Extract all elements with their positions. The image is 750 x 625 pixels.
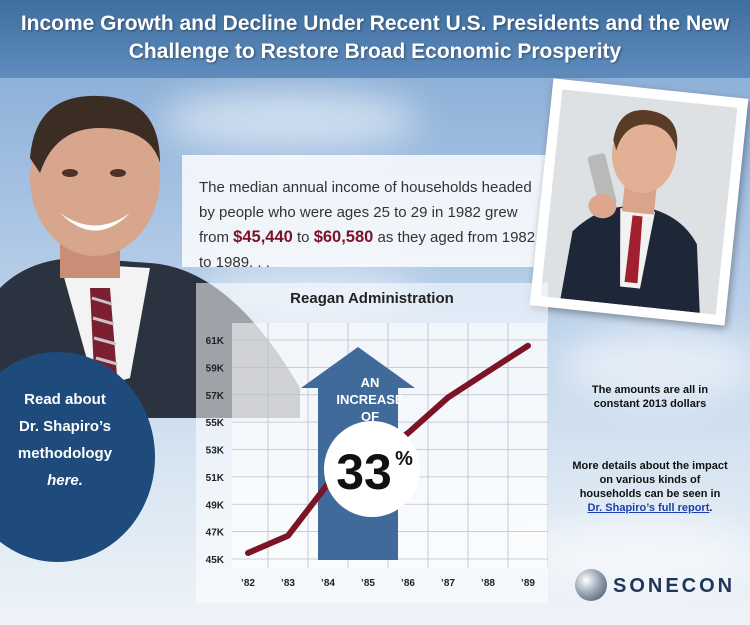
arrow-label: AN <box>361 375 380 390</box>
x-tick-label: ’88 <box>481 578 495 589</box>
intro-text: The median annual income of households h… <box>199 175 549 275</box>
data-point <box>445 394 451 400</box>
methodology-line: methodology <box>17 445 113 462</box>
x-tick-label: ’83 <box>281 578 295 589</box>
y-tick-label: 51K <box>206 473 225 484</box>
details-note: More details about the impact on various… <box>571 459 729 515</box>
intro-text-part: The median annual income of households h… <box>199 179 532 246</box>
methodology-callout: Read about Dr. Shapiro’s methodology her… <box>5 386 125 494</box>
methodology-circle <box>0 352 155 562</box>
y-tick-label: 49K <box>206 500 225 511</box>
x-tick-label: ’84 <box>321 578 335 589</box>
arrow-label: OF <box>361 409 379 424</box>
y-tick-label: 53K <box>206 446 225 457</box>
y-tick-label: 45K <box>206 555 225 566</box>
x-tick-label: ’82 <box>241 578 255 589</box>
x-tick-label: ’85 <box>361 578 375 589</box>
header-banner: Income Growth and Decline Under Recent U… <box>0 0 750 78</box>
x-tick-label: ’89 <box>521 578 535 589</box>
intro-text-part: as they aged from 1982 to 1989. . . <box>199 229 536 271</box>
percent-sign: % <box>395 448 413 470</box>
details-text: More details about the impact on various… <box>572 460 728 500</box>
data-point <box>485 368 491 374</box>
x-tick-label: ’87 <box>441 578 455 589</box>
constant-dollars-note: The amounts are all in constant 2013 dol… <box>591 384 709 410</box>
man-with-phone-illustration <box>540 89 738 315</box>
end-amount: $60,580 <box>313 228 374 246</box>
intro-text-part: to <box>292 229 314 246</box>
intro-box: The median annual income of households h… <box>182 155 557 271</box>
y-tick-label: 61K <box>206 336 225 347</box>
data-point <box>405 430 411 436</box>
methodology-link[interactable]: here. <box>47 472 83 489</box>
x-tick-label: ’86 <box>401 578 415 589</box>
y-tick-label: 59K <box>206 363 225 374</box>
cloud <box>560 330 750 400</box>
y-tick-label: 47K <box>206 528 225 539</box>
data-point <box>525 343 531 349</box>
y-tick-label: 57K <box>206 391 225 402</box>
y-tick-label: 55K <box>206 418 225 429</box>
line-chart: Reagan Administration 45K 47K 49K 51K 53K 55K 5… <box>206 290 548 589</box>
arrow-label: INCREASE <box>336 392 404 407</box>
photo-image <box>540 89 738 315</box>
data-point <box>285 533 291 539</box>
percent-value: 33 <box>336 444 392 500</box>
page-title: Income Growth and Decline Under Recent U… <box>20 12 730 63</box>
chart-panel: Reagan Administration 45K 47K 49K 51K 53K 55K 5… <box>196 283 548 603</box>
cloud <box>160 90 420 150</box>
data-point <box>245 550 251 556</box>
businessman-photo <box>529 78 749 326</box>
full-report-link[interactable]: Dr. Shapiro’s full report <box>587 502 710 514</box>
methodology-line: Dr. Shapiro’s <box>19 418 111 435</box>
methodology-line: Read about <box>24 391 106 408</box>
logo-sphere-icon <box>575 569 607 601</box>
percent-circle <box>324 421 420 517</box>
details-end: . <box>709 502 713 514</box>
start-amount: $45,440 <box>233 228 293 246</box>
chart-title: Reagan Administration <box>290 290 454 307</box>
cloud <box>520 520 750 590</box>
sonecon-logo: SONECON <box>575 568 740 604</box>
logo-text: SONECON <box>613 575 736 597</box>
